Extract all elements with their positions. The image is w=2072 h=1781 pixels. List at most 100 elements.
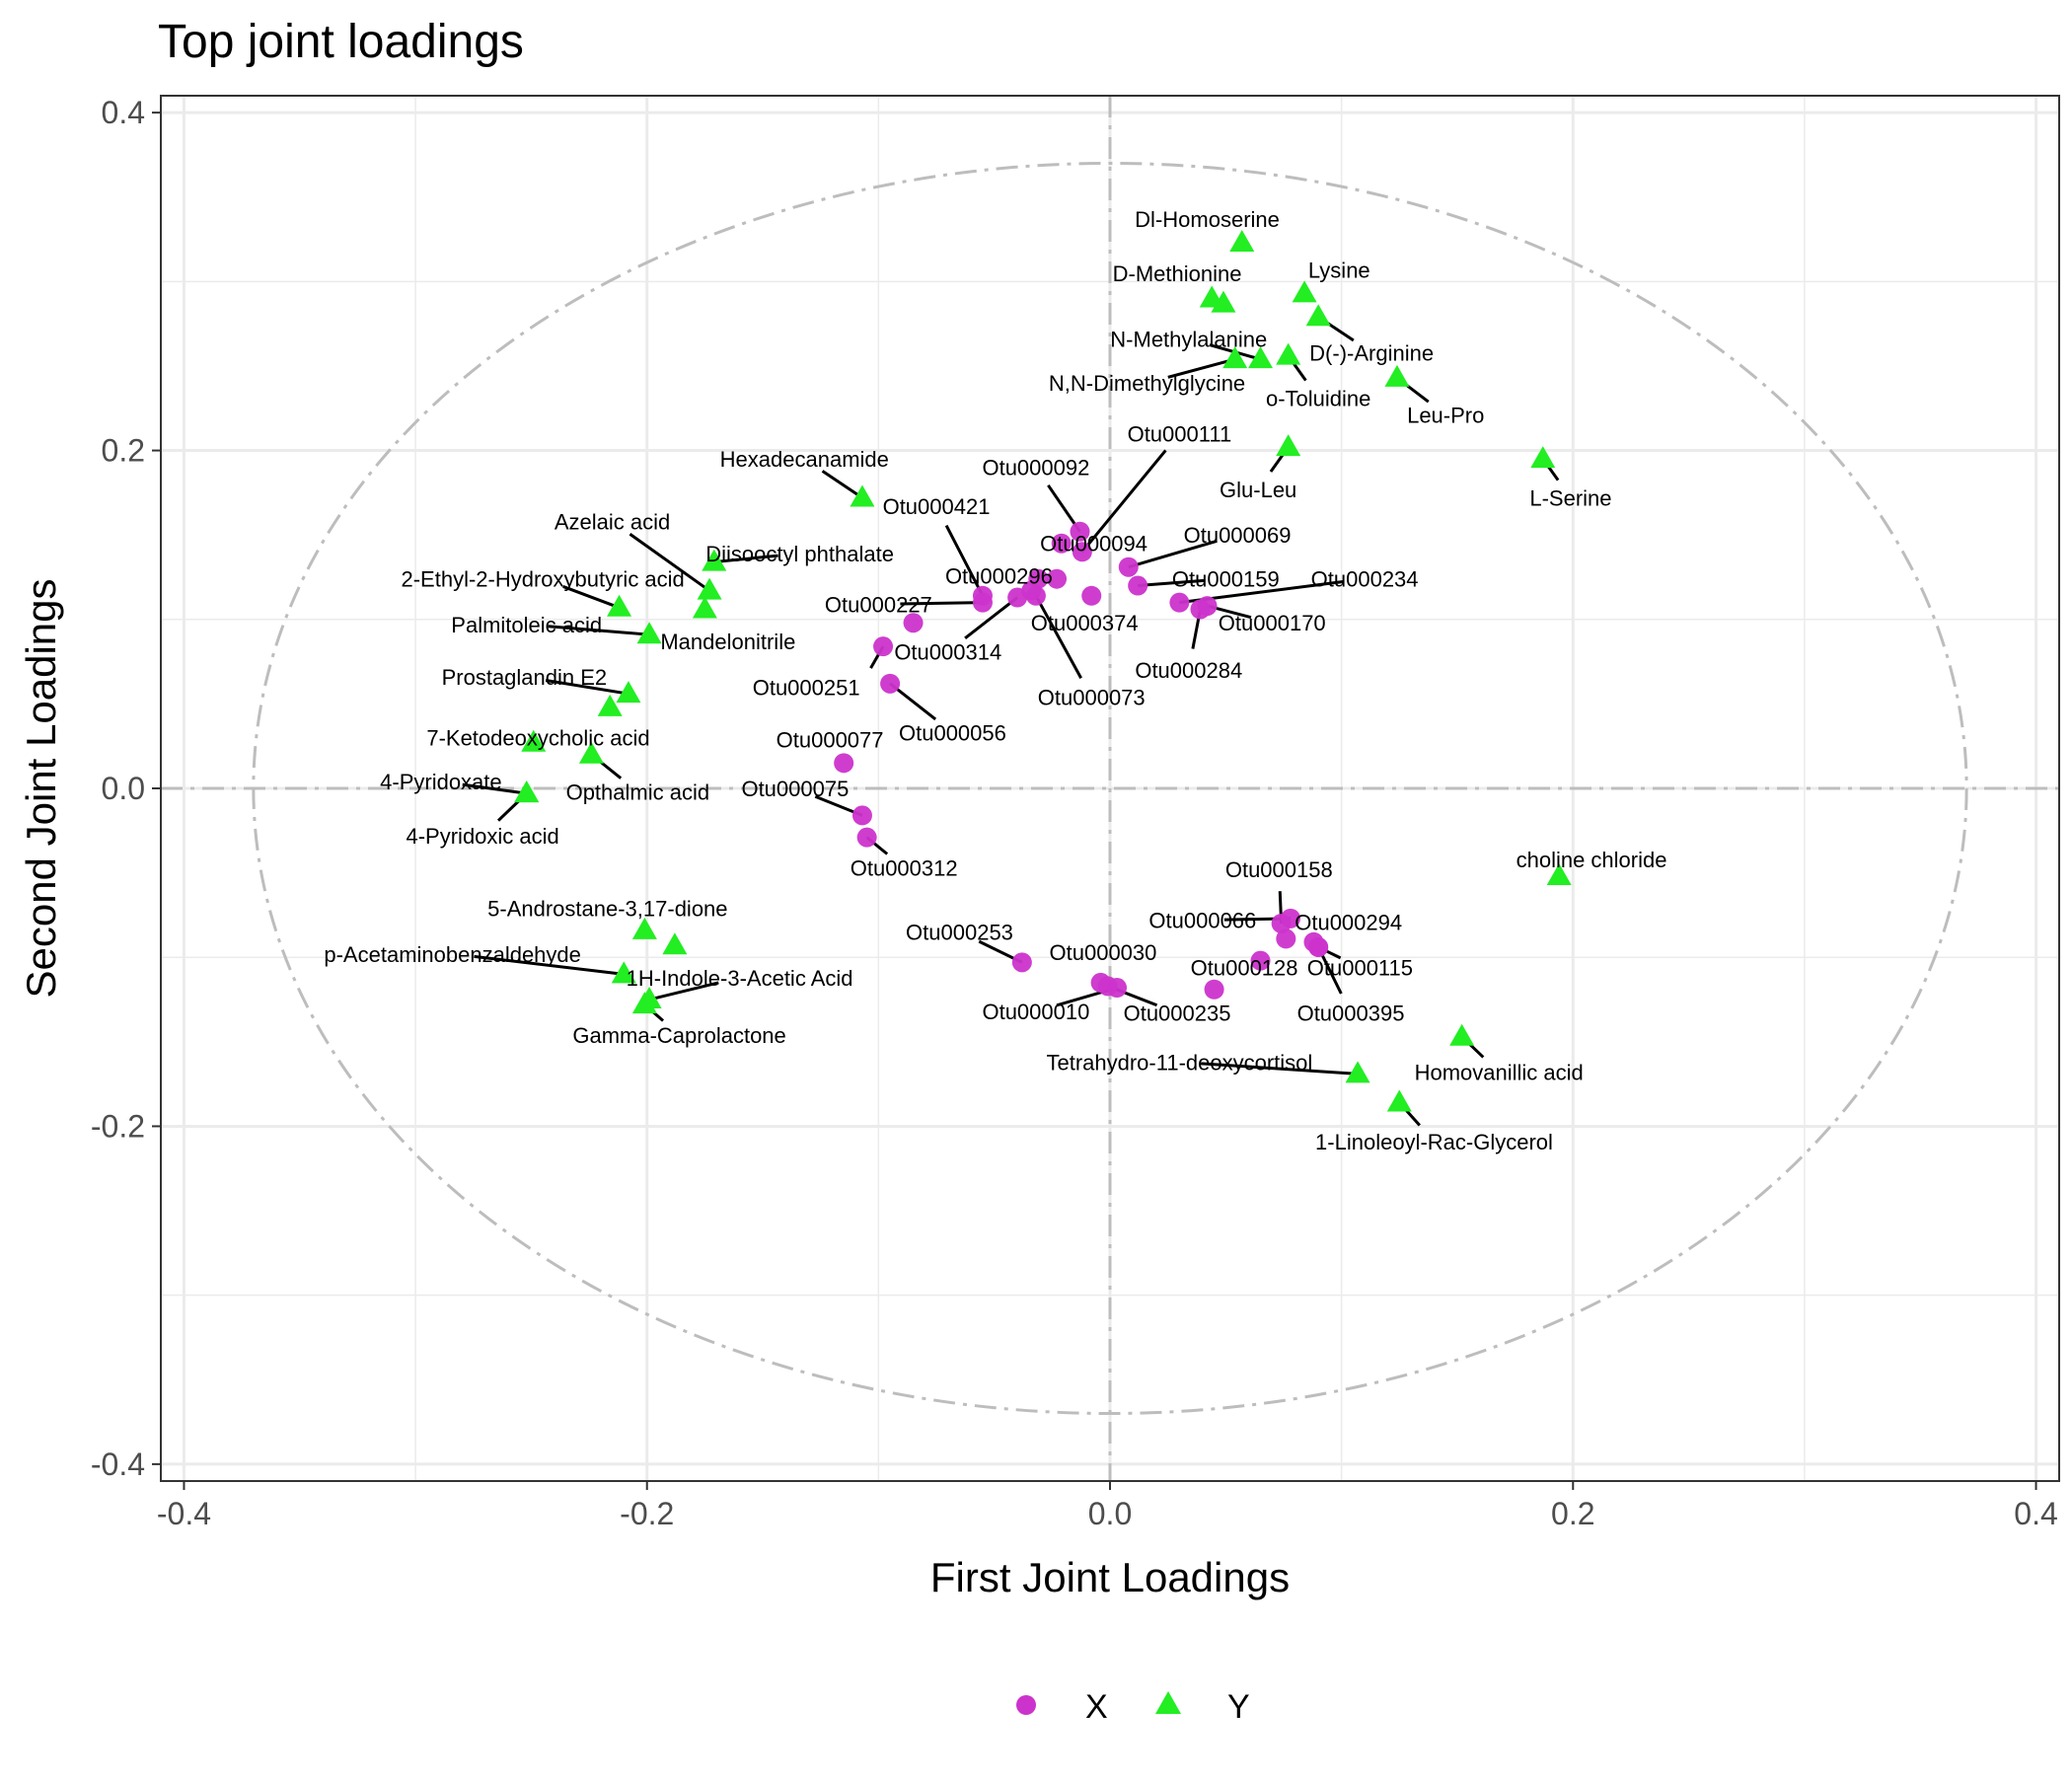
label-segment: [1080, 449, 1167, 554]
correlation-circle: [252, 161, 1968, 1416]
label-segment: [1128, 539, 1218, 569]
point-label: 7-Ketodeoxycholic acid: [426, 726, 649, 751]
point-label: Otu000395: [1297, 1002, 1405, 1026]
point-label: Dl-Homoserine: [1135, 207, 1280, 232]
point-marker-x: [856, 827, 877, 848]
point-label: Homovanillic acid: [1415, 1061, 1584, 1085]
point-marker-y: [1229, 229, 1255, 252]
point-marker-y: [1276, 434, 1301, 457]
point-label: Opthalmic acid: [566, 779, 710, 804]
point-marker-y: [611, 961, 636, 984]
point-label: Otu000128: [1191, 955, 1298, 980]
point-label: Otu000314: [894, 639, 1001, 664]
point-marker-y: [521, 729, 547, 752]
label-segment: [964, 596, 1019, 639]
point-label: Otu000094: [1040, 532, 1147, 557]
label-segment: [548, 625, 650, 636]
point-label: Otu000056: [899, 720, 1006, 745]
point-layer: [514, 229, 1572, 1112]
point-marker-y: [697, 577, 722, 600]
point-label: Otu000374: [1031, 611, 1139, 635]
label-segment: [462, 782, 527, 795]
point-label: Otu000312: [851, 855, 958, 880]
axis-layer: -0.4 -0.2 0.0 0.2 0.4 0.4 0.2 0.0 -0.2 -0.4: [91, 95, 2058, 1531]
point-label: Otu000296: [945, 563, 1053, 588]
point-label: Azelaic acid: [555, 509, 670, 534]
point-marker-x: [873, 636, 894, 657]
point-marker-x: [1128, 575, 1148, 596]
x-tick-label: 0.0: [1088, 1496, 1132, 1531]
point-label: Otu000030: [1050, 940, 1157, 965]
point-label: L-Serine: [1529, 486, 1611, 511]
legend-label-x: X: [1085, 1688, 1108, 1726]
point-marker-y: [1292, 280, 1317, 303]
label-segment: [629, 533, 710, 592]
point-marker-x: [1072, 542, 1092, 562]
point-label: Otu000170: [1219, 611, 1326, 635]
x-axis-label: First Joint Loadings: [930, 1554, 1290, 1600]
point-marker-x: [1070, 521, 1090, 542]
legend-marker-y: [1155, 1691, 1181, 1714]
point-marker-x: [851, 805, 872, 826]
point-marker-x: [1169, 592, 1190, 613]
point-label: Mandelonitrile: [660, 630, 795, 654]
label-segment: [1167, 357, 1236, 379]
point-marker-x: [1250, 950, 1271, 971]
point-label: Otu000158: [1225, 857, 1333, 882]
point-label: Leu-Pro: [1407, 404, 1484, 428]
point-marker-x: [1276, 928, 1296, 949]
point-label: D(-)-Arginine: [1309, 340, 1434, 365]
point-marker-x: [1308, 936, 1329, 957]
point-label: Otu000111: [1128, 421, 1232, 446]
point-label: Otu000251: [753, 675, 860, 700]
x-tick-label: -0.2: [620, 1496, 674, 1531]
point-label: Otu000010: [982, 1000, 1089, 1024]
label-segment: [900, 601, 983, 606]
point-label: Otu000075: [741, 777, 849, 801]
point-label: D-Methionine: [1113, 261, 1242, 286]
point-marker-x: [903, 613, 924, 633]
point-label-layer: Otu000251 Otu000056 Otu000077 Otu000075 Otu0…: [324, 207, 1666, 1154]
point-label: N,N-Dimethylglycine: [1049, 371, 1245, 396]
point-marker-x: [1081, 585, 1102, 606]
point-label: Otu000234: [1311, 567, 1419, 592]
point-marker-x: [1025, 585, 1046, 606]
point-label: N-Methylalanine: [1110, 328, 1267, 352]
point-label: Gamma-Caprolactone: [572, 1023, 785, 1048]
point-marker-x: [1107, 978, 1128, 999]
point-label: Otu000073: [1038, 686, 1146, 710]
point-marker-y: [636, 622, 662, 644]
point-marker-x: [1028, 568, 1049, 589]
point-marker-y: [578, 741, 604, 764]
point-label: Otu000092: [982, 456, 1089, 481]
point-label: p-Acetaminobenzaldehyde: [324, 942, 581, 967]
label-segment: [474, 954, 625, 976]
label-segment: [1034, 595, 1082, 679]
point-label: Prostaglandin E2: [442, 665, 608, 690]
point-marker-y: [850, 484, 875, 507]
point-label: 4-Pyridoxic acid: [407, 824, 559, 849]
point-marker-y: [1276, 342, 1301, 365]
point-marker-y: [631, 917, 657, 939]
point-marker-x: [1118, 557, 1139, 577]
point-marker-y: [1546, 863, 1572, 886]
point-label: Otu000066: [1148, 909, 1256, 933]
point-label: o-Toluidine: [1266, 386, 1370, 410]
point-marker-y: [1384, 364, 1410, 387]
point-marker-y: [597, 694, 623, 716]
point-label: Palmitoleic acid: [451, 613, 602, 637]
point-label: Diisooctyl phthalate: [705, 542, 894, 566]
point-marker-y: [692, 596, 717, 619]
point-marker-y: [607, 594, 632, 617]
label-segment: [821, 470, 863, 499]
point-marker-y: [1248, 346, 1274, 369]
point-label: Glu-Leu: [1220, 478, 1296, 502]
point-label: 5-Androstane-3,17-dione: [487, 897, 727, 922]
point-label: Otu000115: [1307, 955, 1413, 980]
legend-label-y: Y: [1227, 1688, 1250, 1726]
point-label: 4-Pyridoxate: [380, 770, 502, 794]
point-marker-y: [1530, 446, 1556, 469]
